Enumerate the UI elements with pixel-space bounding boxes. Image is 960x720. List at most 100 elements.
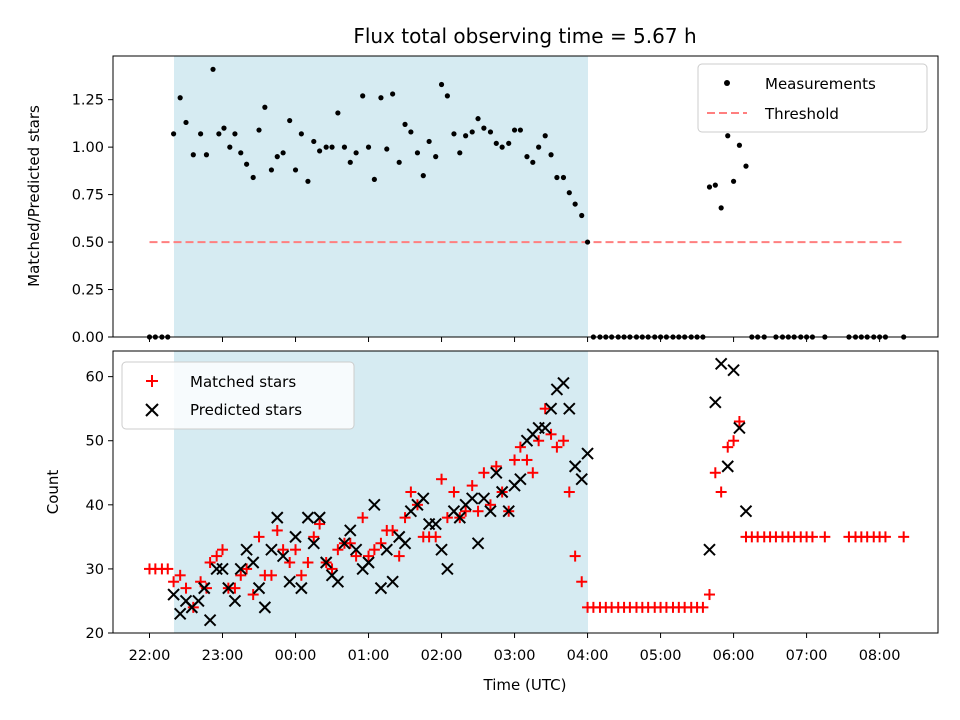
measurement-point: [414, 150, 421, 156]
predicted-star-point: [739, 505, 753, 518]
matched-star-point: [295, 569, 307, 581]
predicted-star-point: [374, 581, 388, 595]
measurement-point: [469, 129, 475, 135]
matched-star-point: [545, 428, 557, 440]
predicted-star-point: [216, 562, 229, 576]
predicted-star-point: [258, 601, 272, 614]
predicted-star-point: [276, 549, 290, 563]
measurement-point: [499, 144, 505, 150]
predicted-star-point: [295, 581, 308, 595]
predicted-star-point: [417, 492, 430, 505]
top-y-tick-label: 0.00: [72, 330, 104, 346]
predicted-star-point: [484, 505, 497, 518]
predicted-star-point: [429, 517, 442, 531]
matched-star-point: [162, 563, 174, 575]
matched-star-point: [733, 416, 745, 427]
x-tick-label: 22:00: [129, 648, 171, 664]
predicted-star-point: [557, 376, 570, 390]
bottom-y-tick-label: 30: [86, 562, 104, 578]
matched-star-point: [399, 512, 411, 524]
matched-star-point: [314, 518, 326, 530]
measurement-point: [706, 184, 713, 190]
matched-star-point: [174, 569, 186, 581]
matched-star-point: [217, 544, 229, 556]
x-tick-label: 23:00: [202, 648, 244, 664]
measurement-point: [743, 163, 749, 169]
matched-star-point: [187, 601, 199, 613]
measurement-point: [268, 167, 275, 173]
top-y-tick-label: 0.50: [72, 235, 104, 251]
matched-star-point: [326, 563, 338, 575]
matched-star-point: [265, 569, 277, 581]
measurement-point: [396, 159, 402, 165]
measurement-point: [305, 178, 311, 184]
matched-star-point: [551, 441, 563, 453]
matched-star-point: [697, 601, 709, 613]
matched-star-point: [430, 531, 442, 543]
top-observing-window-shade: [174, 56, 588, 337]
measurement-point: [298, 131, 304, 137]
predicted-star-point: [495, 485, 509, 499]
predicted-star-point: [465, 492, 479, 505]
predicted-star-point: [453, 511, 466, 524]
matched-star-point: [448, 486, 460, 498]
x-tick-label: 06:00: [713, 648, 755, 664]
measurement-point: [554, 174, 560, 181]
legend-measurements-marker: [724, 80, 730, 86]
measurement-point: [725, 133, 731, 139]
measurement-point: [506, 140, 512, 146]
matched-star-point: [728, 435, 740, 447]
matched-star-point: [229, 582, 241, 594]
top-y-ticks: 0.00 0.25 0.50 0.75 1.00 1.25: [72, 93, 113, 346]
measurement-point: [378, 95, 384, 101]
measurement-point: [371, 176, 377, 183]
predicted-star-point: [234, 562, 247, 576]
bottom-y-tick-label: 50: [86, 434, 104, 450]
predicted-star-point: [714, 357, 728, 371]
predicted-star-point: [733, 421, 746, 435]
x-tick-label: 07:00: [786, 648, 828, 664]
bottom-y-tick-label: 40: [86, 498, 104, 514]
measurement-point: [232, 131, 238, 137]
x-tick-label: 01:00: [348, 648, 390, 664]
measurement-point: [493, 140, 499, 146]
predicted-star-point: [362, 556, 375, 569]
predicted-star-point: [398, 537, 412, 550]
matched-star-point: [308, 531, 320, 543]
measurement-point: [402, 121, 408, 127]
measurement-point: [329, 144, 335, 150]
matched-star-point: [368, 544, 380, 556]
measurement-point: [433, 154, 439, 160]
legend-matched-marker: [146, 375, 158, 387]
measurement-point: [451, 131, 457, 137]
bottom-data-marks: [144, 357, 910, 627]
predicted-star-point: [283, 575, 296, 588]
matched-star-point: [180, 582, 192, 594]
matched-star-point: [284, 557, 296, 568]
measurement-point: [360, 93, 366, 99]
measurement-point: [292, 167, 299, 173]
predicted-star-point: [307, 537, 320, 550]
matched-star-point: [569, 550, 581, 562]
measurement-point: [444, 93, 450, 99]
predicted-star-point: [471, 537, 485, 550]
bottom-y-ticks: 20 30 40 50 60: [86, 370, 113, 642]
predicted-star-point: [252, 581, 266, 595]
matched-star-point: [539, 403, 551, 415]
top-legend-box: [697, 63, 928, 133]
measurement-point: [256, 127, 262, 133]
matched-star-point: [819, 531, 831, 543]
predicted-star-point: [246, 556, 260, 569]
measurement-point: [210, 66, 216, 72]
predicted-star-point: [203, 613, 217, 627]
matched-star-point: [879, 531, 891, 543]
matched-star-point: [441, 512, 453, 524]
predicted-star-point: [228, 594, 242, 608]
top-legend: Measurements Threshold: [697, 63, 928, 133]
measurement-point: [736, 142, 743, 148]
top-y-tick-label: 0.25: [72, 283, 104, 299]
matched-star-point: [490, 460, 502, 472]
matched-star-point: [168, 576, 180, 588]
top-panel: 0.00 0.25 0.50 0.75 1.00 1.25 Matched/Predict…: [25, 55, 939, 346]
measurement-point: [730, 178, 737, 184]
